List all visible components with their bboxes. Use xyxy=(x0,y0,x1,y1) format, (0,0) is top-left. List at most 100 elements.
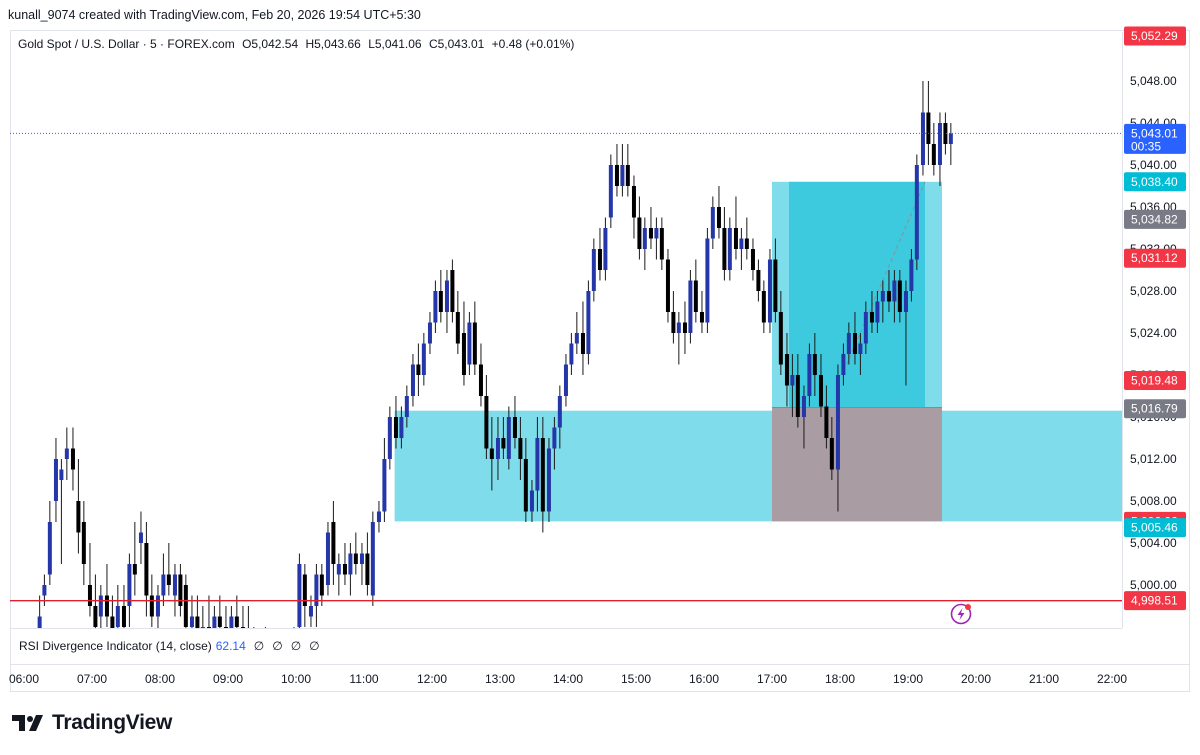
candle-body xyxy=(886,291,891,302)
time-tick-label: 06:00 xyxy=(9,672,39,686)
candle-body xyxy=(659,228,664,260)
candle xyxy=(359,543,364,585)
tradingview-logo[interactable]: TradingView xyxy=(12,711,172,735)
candle-body xyxy=(909,259,914,291)
candle-body xyxy=(892,280,897,302)
candle-body xyxy=(172,574,177,596)
candle xyxy=(705,228,710,333)
candle xyxy=(331,501,336,585)
candle-body xyxy=(342,564,347,575)
candle xyxy=(744,217,749,260)
position-trend-line xyxy=(846,181,926,365)
candle xyxy=(778,291,783,375)
price-tag: 5,031.12 xyxy=(1124,248,1186,268)
time-tick-label: 11:00 xyxy=(349,672,378,686)
candle-body xyxy=(421,343,426,375)
candle xyxy=(603,217,608,281)
candle-body xyxy=(846,333,851,354)
candle xyxy=(399,406,404,449)
price-tag-label: 5,052.29 xyxy=(1131,29,1178,43)
candle-body xyxy=(427,322,432,344)
candle xyxy=(195,595,200,628)
candle xyxy=(240,606,245,628)
candle-body xyxy=(404,396,409,417)
candle xyxy=(217,595,222,628)
candle xyxy=(472,301,477,375)
candle-body xyxy=(110,616,115,628)
candle xyxy=(784,333,789,407)
candle-body xyxy=(444,280,449,312)
candle xyxy=(818,354,823,417)
candle xyxy=(903,280,908,386)
candle-body xyxy=(183,585,188,627)
candle xyxy=(98,585,103,628)
time-axis: 06:00 07:00 08:00 09:00 10:00 11:00 12:00 13:00… xyxy=(9,628,1190,686)
candle-body xyxy=(705,238,710,323)
candle xyxy=(427,312,432,354)
candle-body xyxy=(620,165,625,186)
candle xyxy=(739,228,744,270)
candle-body xyxy=(399,417,404,438)
time-tick-label: 12:00 xyxy=(417,672,447,686)
candle xyxy=(937,112,942,186)
candle xyxy=(229,606,234,628)
candle-body xyxy=(212,616,217,628)
candle xyxy=(155,585,160,628)
candle-body xyxy=(382,459,387,512)
candle xyxy=(178,564,183,617)
candle xyxy=(144,522,149,617)
candle-body xyxy=(410,364,415,396)
price-tag-bg xyxy=(1124,518,1186,538)
candle-body xyxy=(682,322,687,333)
candle xyxy=(512,396,517,449)
candle xyxy=(183,574,188,628)
candle xyxy=(676,312,681,365)
position-stop-area xyxy=(772,407,942,522)
price-tag: 5,038.40 xyxy=(1124,172,1186,192)
candle xyxy=(829,417,834,480)
candle-body xyxy=(155,595,160,617)
candle-body xyxy=(546,448,551,512)
candle-body xyxy=(722,228,727,270)
price-chart[interactable]: 5,000.005,004.005,008.005,012.005,016.00… xyxy=(0,0,1200,700)
candle-body xyxy=(64,448,69,459)
candle xyxy=(688,270,693,344)
candle xyxy=(421,333,426,386)
candle xyxy=(733,196,738,260)
symbol-name[interactable]: Gold Spot / U.S. Dollar · 5 · FOREX.com xyxy=(18,37,235,51)
candle-body xyxy=(739,238,744,249)
candle-body xyxy=(648,228,653,239)
price-tag: 4,998.51 xyxy=(1124,591,1186,611)
close-value: C5,043.01 xyxy=(428,37,485,51)
alert-icon[interactable] xyxy=(950,603,972,625)
time-tick-label: 14:00 xyxy=(553,672,583,686)
candle xyxy=(569,333,574,375)
candle xyxy=(790,354,795,417)
candle-body xyxy=(552,427,557,449)
candle-body xyxy=(829,438,834,470)
candle xyxy=(132,522,137,596)
price-tag-bg xyxy=(1124,399,1186,419)
candle xyxy=(750,238,755,281)
candle-body xyxy=(438,291,443,312)
candle xyxy=(597,228,602,281)
rsi-slot: ∅ xyxy=(290,639,302,653)
candle xyxy=(756,259,761,302)
price-tag-bg xyxy=(1124,591,1186,611)
candle xyxy=(110,595,115,628)
candle xyxy=(852,312,857,365)
price-axis: 5,000.005,004.005,008.005,012.005,016.00… xyxy=(1122,32,1177,628)
price-tag-bg xyxy=(1124,248,1186,268)
candle xyxy=(920,81,925,176)
candle-body xyxy=(308,606,313,617)
candle xyxy=(614,144,619,197)
candle-body xyxy=(654,228,659,239)
price-tick-label: 5,000.00 xyxy=(1130,578,1177,592)
price-tick-label: 5,024.00 xyxy=(1130,326,1177,340)
rsi-indicator-name[interactable]: RSI Divergence Indicator (14, close) xyxy=(19,639,212,653)
candle-body xyxy=(93,606,98,627)
pane-separator xyxy=(10,628,1122,629)
candle-body xyxy=(319,574,324,596)
candle xyxy=(637,196,642,260)
candle-body xyxy=(234,616,239,627)
